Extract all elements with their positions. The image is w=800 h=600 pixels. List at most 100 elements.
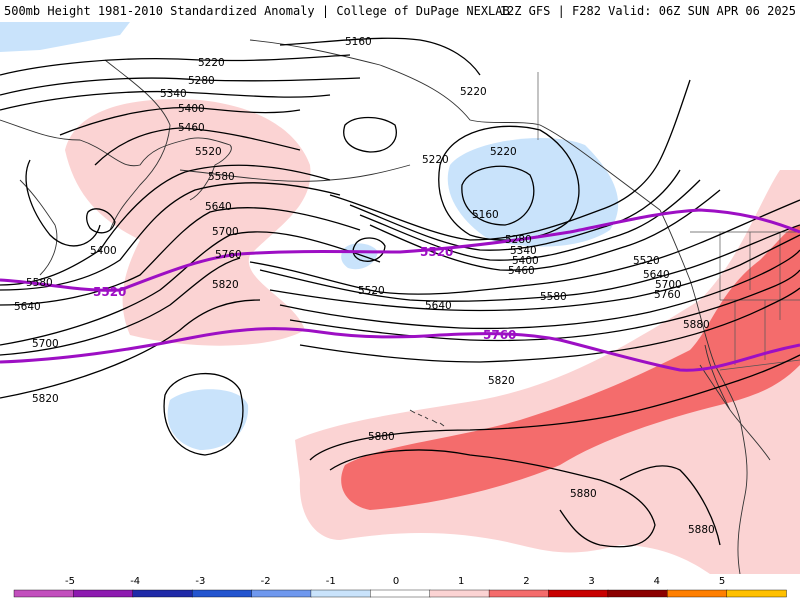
coastline-north-america (659, 209, 748, 574)
contour-label: 5220 (198, 57, 225, 69)
colorbar-tick-label: 5 (719, 576, 725, 587)
coastline-japan (19, 179, 58, 276)
colorbar-swatch (191, 589, 253, 598)
colorbar-swatch (667, 589, 728, 598)
contour-label: 5340 (510, 245, 537, 257)
contour-5400-east (359, 179, 701, 261)
contour-label: 5580 (540, 291, 567, 303)
colorbar-ticks: -5 -4 -3 -2 -1 0 1 2 3 4 5 (65, 576, 725, 587)
contour-label: 5340 (160, 88, 187, 100)
colorbar-swatch (548, 589, 609, 598)
contour-label: 5640 (205, 201, 232, 213)
colorbar-swatches (13, 589, 787, 598)
map-header: 500mb Height 1981-2010 Standardized Anom… (0, 0, 800, 22)
positive-anomaly-strong-band (341, 225, 800, 510)
colorbar-swatch (73, 589, 134, 598)
contour-label: 5880 (683, 319, 710, 331)
climatology-5760-line (0, 327, 800, 372)
contour-5460 (94, 127, 301, 166)
contour-5520-west (0, 164, 331, 286)
contour-5820-west (0, 299, 261, 399)
climatology-label: 5760 (483, 328, 516, 342)
colorbar-tick-label: -2 (261, 576, 271, 587)
contour-label: 5820 (488, 375, 515, 387)
map-title: 500mb Height 1981-2010 Standardized Anom… (4, 4, 510, 18)
coastline-alaska (249, 39, 661, 211)
positive-anomaly-west-pacific (65, 99, 311, 346)
contour-label: 5520 (633, 255, 660, 267)
colorbar-tick-label: -5 (65, 576, 75, 587)
contour-5820-east (299, 287, 800, 363)
contour-label: 5820 (212, 279, 239, 291)
contour-label: 5160 (345, 36, 372, 48)
contour-5460-small-low (86, 208, 116, 234)
contour-5460-east (369, 189, 721, 271)
colorbar-tick-label: -3 (195, 576, 205, 587)
contour-label: 5700 (32, 338, 59, 350)
colorbar-tick-label: 2 (523, 576, 529, 587)
climatology-lines (0, 208, 800, 372)
negative-anomaly-central-pacific (341, 243, 378, 270)
contour-5220-low-center (343, 116, 397, 153)
hawaii-islands (409, 409, 445, 427)
contour-label: 5580 (208, 171, 235, 183)
contour-label: 5220 (460, 86, 487, 98)
contour-5340-north (0, 90, 331, 111)
model-valid-time: 12Z GFS | F282 Valid: 06Z SUN APR 06 202… (499, 4, 796, 18)
contour-label: 5520 (195, 146, 222, 158)
contour-5520-east (249, 199, 800, 295)
coastline-baja (699, 344, 731, 411)
contour-label: 5880 (570, 488, 597, 500)
colorbar-swatch (13, 589, 75, 598)
contour-label: 5160 (472, 209, 499, 221)
climatology-label: 5520 (420, 245, 453, 259)
contour-label: 5760 (215, 249, 242, 261)
contour-5760-west (0, 257, 241, 356)
contour-5220-gulf-of-alaska (438, 125, 580, 241)
contour-label: 5520 (358, 285, 385, 297)
contour-5160-gulf-of-alaska (461, 165, 535, 226)
colorbar-swatch (488, 589, 550, 598)
coastline-kamchatka (104, 59, 171, 231)
contour-label: 5820 (32, 393, 59, 405)
contour-labels: 5160 5220 5280 5340 5400 5460 5520 5580 … (14, 36, 715, 536)
coastline-asia (0, 119, 232, 201)
contour-5760-east (289, 269, 800, 342)
contour-label: 5460 (508, 265, 535, 277)
contour-5700-east (279, 249, 800, 330)
colorbar-swatch (310, 589, 372, 598)
negative-anomaly-arctic (0, 22, 130, 52)
contour-label: 5640 (14, 301, 41, 313)
colorbar-tick-label: 4 (654, 576, 660, 587)
coastline-gulf-of-california (729, 409, 771, 461)
contour-5580-west (0, 182, 341, 291)
contour-5220-north (0, 54, 351, 76)
contour-label: 5400 (90, 245, 117, 257)
climatology-label: 5520 (93, 285, 126, 299)
contour-label: 5280 (505, 234, 532, 246)
contour-label: 5640 (643, 269, 670, 281)
contour-5580-east (259, 224, 800, 302)
contour-5280-east (329, 79, 691, 241)
height-contours (0, 37, 800, 548)
state-borders (719, 232, 800, 365)
contour-label: 5580 (26, 277, 53, 289)
colorbar-swatch (726, 589, 787, 598)
coastlines (0, 39, 771, 574)
colorbar-swatch (429, 589, 490, 598)
contour-label: 5220 (490, 146, 517, 158)
contour-label: 5280 (188, 75, 215, 87)
contour-5880 (309, 354, 800, 461)
contour-5880-loop (329, 449, 656, 548)
contour-label: 5700 (655, 279, 682, 291)
colorbar-swatch (607, 589, 668, 598)
colorbar-tick-label: 1 (458, 576, 464, 587)
contour-5340-east (349, 169, 681, 251)
height-anomaly-map: 5160 5220 5280 5340 5400 5460 5520 5580 … (0, 22, 800, 574)
contour-5280-north (0, 77, 361, 96)
contour-label: 5700 (212, 226, 239, 238)
contour-label: 5880 (688, 524, 715, 536)
contour-label: 5400 (512, 255, 539, 267)
colorbar-tick-label: 0 (393, 576, 399, 587)
anomaly-colorbar: -5 -4 -3 -2 -1 0 1 2 3 4 5 (13, 576, 787, 598)
